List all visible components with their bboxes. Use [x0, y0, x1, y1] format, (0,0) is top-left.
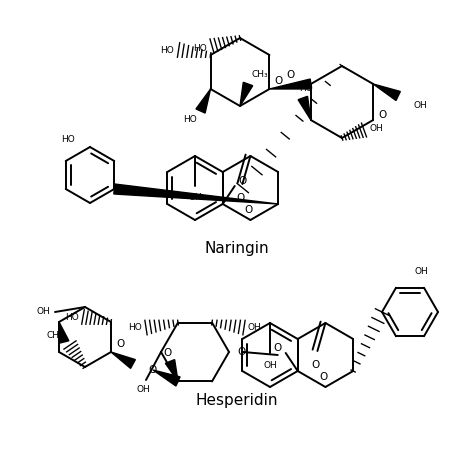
Polygon shape	[59, 322, 69, 343]
Text: HO: HO	[61, 135, 75, 144]
Text: O: O	[274, 76, 283, 86]
Text: Hesperidin: Hesperidin	[196, 392, 278, 408]
Text: OH: OH	[413, 101, 427, 110]
Text: O: O	[244, 205, 253, 215]
Text: OH: OH	[188, 193, 202, 202]
Polygon shape	[196, 89, 210, 113]
Text: HO: HO	[299, 83, 313, 92]
Text: O: O	[286, 70, 294, 80]
Text: OH: OH	[370, 124, 384, 133]
Polygon shape	[114, 184, 278, 204]
Text: OH: OH	[248, 323, 262, 332]
Text: OH: OH	[263, 361, 277, 370]
Text: CH₃: CH₃	[46, 330, 63, 339]
Polygon shape	[111, 352, 136, 368]
Text: O: O	[273, 343, 282, 353]
Text: O: O	[378, 110, 386, 120]
Text: HO: HO	[128, 323, 142, 332]
Text: O: O	[238, 176, 247, 186]
Text: HO: HO	[65, 312, 79, 321]
Text: HO: HO	[160, 46, 173, 55]
Text: O: O	[237, 347, 245, 357]
Polygon shape	[298, 96, 311, 120]
Text: OH: OH	[36, 308, 50, 317]
Text: OH: OH	[136, 385, 150, 394]
Text: O: O	[311, 360, 319, 370]
Polygon shape	[240, 82, 253, 106]
Text: HO: HO	[183, 115, 197, 124]
Text: O: O	[237, 193, 245, 203]
Text: O: O	[116, 339, 124, 349]
Text: CH₃: CH₃	[252, 70, 269, 79]
Text: HO: HO	[193, 44, 207, 53]
Polygon shape	[373, 84, 401, 100]
Text: OH: OH	[415, 267, 429, 276]
Text: Naringin: Naringin	[205, 240, 269, 255]
Text: O: O	[164, 348, 172, 358]
Text: O: O	[319, 372, 328, 382]
Text: O: O	[148, 365, 156, 375]
Polygon shape	[153, 370, 180, 386]
Polygon shape	[165, 360, 178, 382]
Polygon shape	[269, 79, 311, 89]
